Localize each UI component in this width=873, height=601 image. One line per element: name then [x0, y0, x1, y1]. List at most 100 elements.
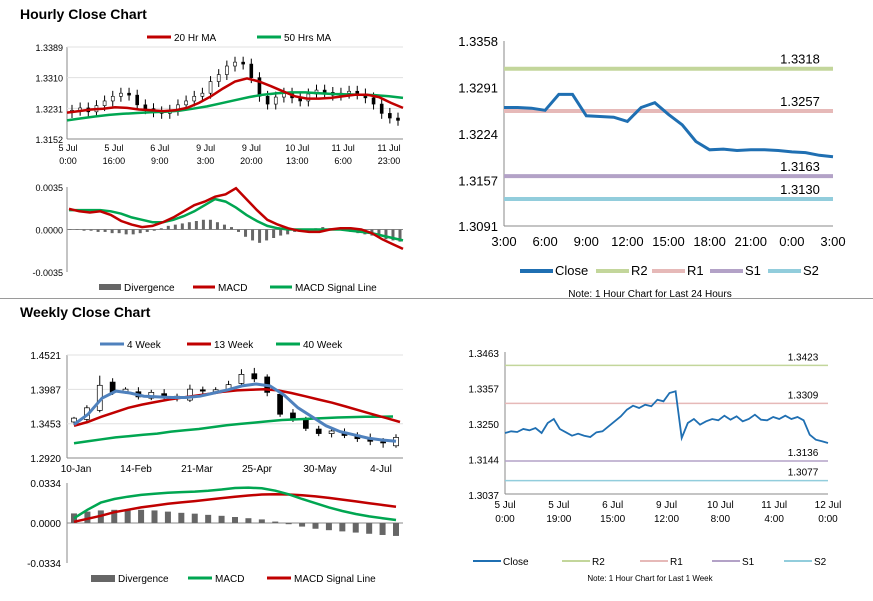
hourly-candle-body: [216, 74, 221, 82]
hourly-candle-body: [159, 111, 164, 114]
hourly-candle-body: [70, 109, 74, 113]
hourly-candle-body: [347, 90, 351, 94]
hourly-divergence-bar: [321, 227, 325, 230]
legend-divergence-swatch: [99, 284, 121, 290]
weekly-candle-body: [109, 381, 116, 393]
hourly-divergence-bar: [187, 222, 191, 230]
hourly-candle-body: [282, 92, 286, 98]
weekly-divergence-bar: [325, 523, 332, 531]
hourly-candle-body: [396, 117, 400, 121]
hourly-price-x-tick-time: 9:00: [151, 156, 169, 166]
hourly-price-x-tick-time: 13:00: [286, 156, 309, 166]
weekly-candle-body: [380, 441, 386, 444]
weekly_1week-x-tick-time: 0:00: [818, 514, 838, 525]
hourly-candle-body: [265, 95, 270, 105]
weekly_1week-x-tick-date: 5 Jul: [548, 500, 569, 511]
hourly-divergence-bar: [370, 229, 374, 236]
hourly-price-x-tick-date: 5 Jul: [104, 143, 123, 153]
weekly_1week-x-tick-date: 11 Jul: [761, 500, 787, 511]
hourly-candle-body: [249, 63, 254, 78]
hourly-price-y-tick: 1.3152: [35, 135, 63, 145]
hourly-macd-y-tick: 0.0000: [35, 226, 63, 236]
hourly-candle-body: [257, 77, 262, 97]
weekly-divergence-bar: [111, 509, 118, 523]
hourly-divergence-bar: [398, 229, 402, 242]
weekly-price-x-tick: 4-Jul: [370, 464, 392, 475]
hourly-candle-body: [298, 97, 303, 102]
hourly-price-x-tick-date: 10 Jul: [285, 143, 309, 153]
weekly-candle-body: [187, 388, 193, 401]
hourly-divergence-bar: [215, 222, 219, 230]
hourly-divergence-bar: [138, 229, 142, 234]
hourly-20hr-ma-line: [66, 77, 404, 114]
hourly_24h-y-tick: 1.3358: [458, 34, 498, 49]
hourly_24h-x-tick: 15:00: [652, 234, 685, 249]
hourly-divergence-bar: [363, 229, 367, 235]
weekly-divergence-bar: [393, 523, 399, 536]
hourly-divergence-bar: [173, 224, 177, 230]
hourly-divergence-bar: [89, 229, 93, 231]
weekly-divergence-bar: [178, 512, 185, 523]
weekly_1week-y-tick: 1.3250: [468, 420, 499, 431]
weekly-divergence-bar: [84, 511, 91, 523]
hourly_24h-x-tick: 18:00: [693, 234, 726, 249]
hourly-divergence-bar: [391, 229, 395, 241]
hourly-candle-body: [306, 93, 311, 102]
hourly-candle-body: [168, 109, 172, 114]
hourly-divergence-bar: [145, 229, 149, 232]
weekly_1week-y-tick: 1.3037: [468, 491, 499, 502]
legend-4-week-label: 4 Week: [127, 340, 162, 351]
hourly-price-x-tick-date: 9 Jul: [242, 143, 261, 153]
hourly-divergence-bar: [335, 229, 339, 230]
weekly-candle-body: [277, 393, 283, 415]
hourly-price-x-tick-date: 11 Jul: [331, 143, 354, 153]
hourly-candle-body: [94, 105, 99, 113]
hourly-macd-signal-line: [69, 197, 404, 242]
weekly-divergence-bar: [245, 518, 252, 523]
weekly-candle-body: [225, 384, 232, 391]
weekly-divergence-bar: [312, 523, 319, 529]
hourly-candle-body: [371, 97, 376, 105]
weekly-price-x-tick: 30-May: [303, 464, 336, 475]
hourly-divergence-bar: [117, 229, 121, 234]
hourly-divergence-bar: [286, 229, 290, 235]
weekly-price-x-tick: 21-Mar: [181, 464, 213, 475]
weekly-divergence-bar: [124, 509, 131, 523]
weekly_1week-y-tick: 1.3144: [468, 455, 499, 466]
hourly-divergence-bar: [96, 229, 100, 232]
hourly-divergence-bar: [377, 229, 381, 237]
hourly-price-y-tick: 1.3310: [35, 74, 63, 84]
hourly-candle-body: [314, 89, 319, 95]
legend-divergence-label: Divergence: [124, 283, 175, 294]
hourly-divergence-bar: [258, 229, 262, 243]
hourly-price-x-tick-time: 16:00: [103, 156, 126, 166]
hourly-candle-body: [143, 104, 148, 110]
hourly-macd-line: [68, 186, 404, 251]
weekly-divergence-bar: [366, 523, 373, 534]
weekly_1week-close-line: [504, 390, 829, 444]
hourly-price-x-tick-time: 0:00: [59, 156, 77, 166]
weekly-candle-body: [84, 407, 90, 420]
hourly-candle-body: [322, 89, 327, 93]
hourly-price-y-tick: 1.3231: [35, 104, 63, 114]
hourly-divergence-bar: [201, 219, 205, 230]
section-divider: [0, 298, 873, 299]
weekly-price-y-tick: 1.4521: [30, 351, 61, 362]
hourly-price-x-tick-date: 5 Jul: [58, 143, 77, 153]
weekly-divergence-bar: [205, 514, 212, 523]
hourly-divergence-bar: [124, 229, 128, 235]
weekly-candle-body: [315, 428, 322, 434]
weekly-candle-body: [161, 393, 168, 398]
hourly-price-x-tick-time: 23:00: [378, 156, 401, 166]
hourly-divergence-bar: [307, 229, 311, 230]
hourly_24h-y-tick: 1.3224: [458, 127, 498, 142]
weekly-candle-body: [71, 417, 77, 423]
hourly-price-x-tick-date: 9 Jul: [196, 143, 215, 153]
weekly-price-y-tick: 1.3987: [30, 385, 61, 396]
hourly-macd-y-tick: 0.0035: [35, 183, 63, 193]
weekly-divergence-bar: [352, 523, 359, 533]
hourly_24h-r2-level-label: 1.3318: [780, 52, 820, 67]
